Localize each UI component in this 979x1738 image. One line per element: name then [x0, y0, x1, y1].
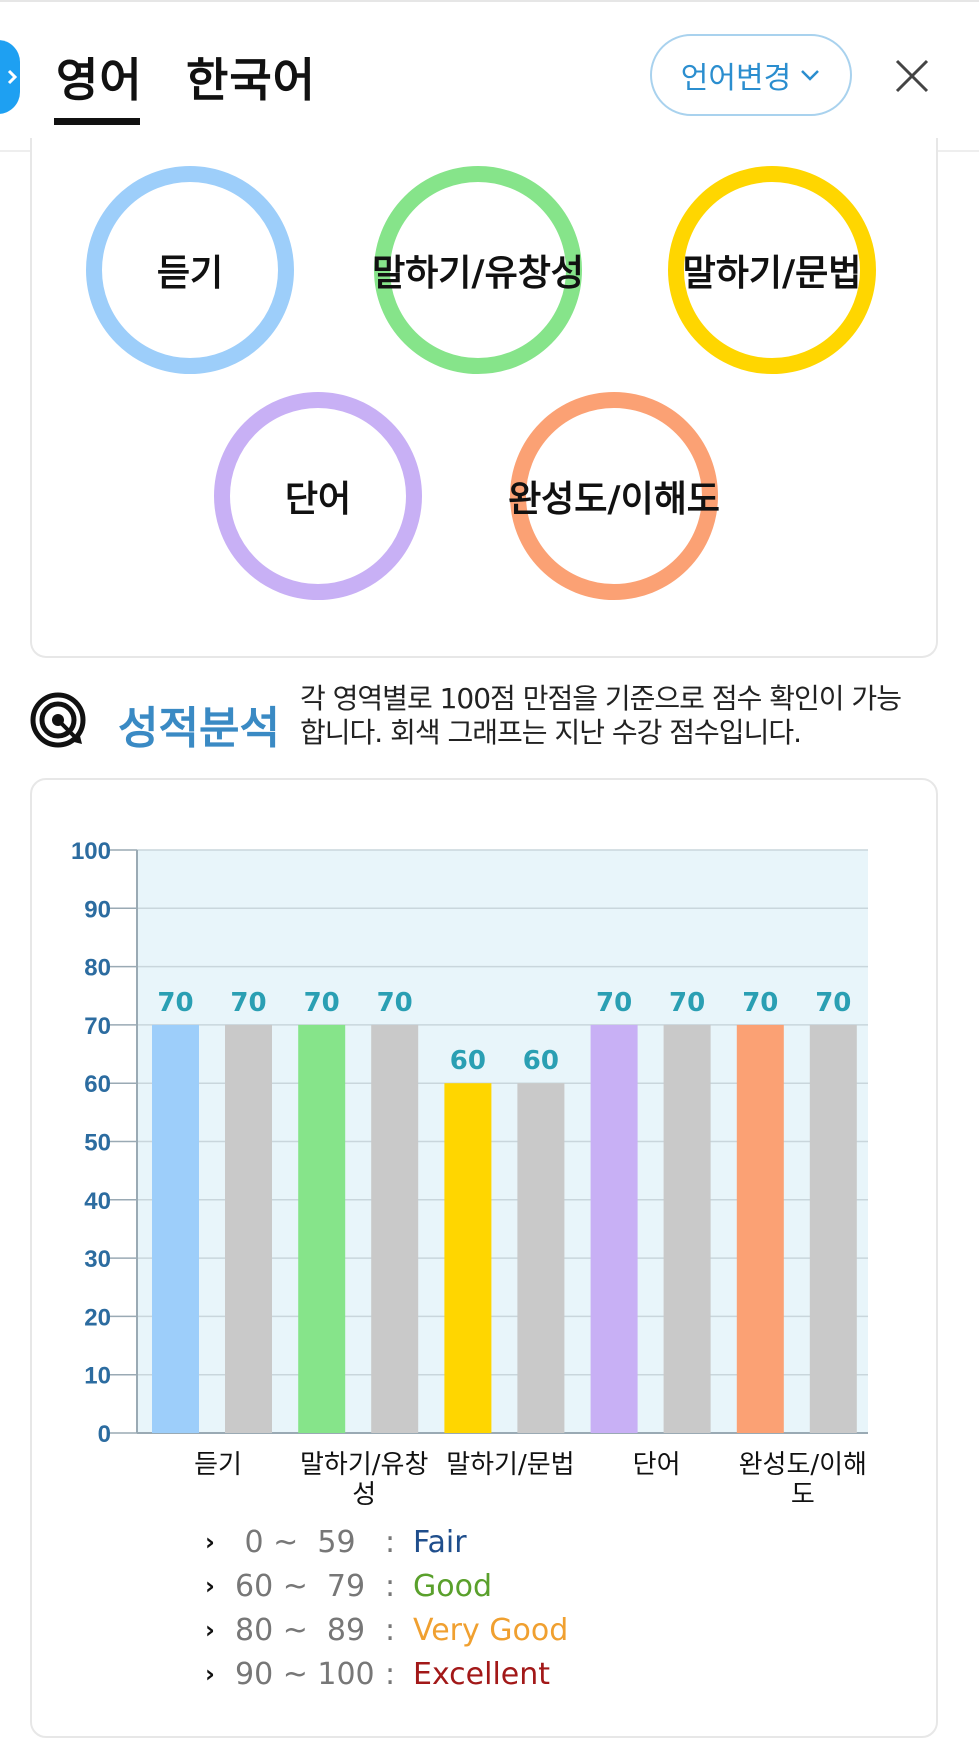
legend-range: 0 ~ 59 [235, 1524, 356, 1560]
previous-score-bar [225, 1024, 272, 1433]
x-category-label: 말하기/문법 [446, 1450, 574, 1480]
side-drawer-handle[interactable] [0, 40, 20, 114]
bar-value-label: 70 [377, 988, 413, 1018]
current-score-bar [736, 1024, 784, 1433]
bar-value-label: 70 [596, 988, 632, 1018]
section-description-line: 각 영역별로 100점 만점을 기준으로 점수 확인이 가능 [300, 682, 902, 715]
skill-ring-label: 듣기 [156, 253, 224, 294]
legend-separator: : [385, 1524, 396, 1560]
x-category-label: 도 [791, 1480, 815, 1510]
previous-score-bar [371, 1024, 419, 1433]
chevron-down-icon [801, 70, 820, 81]
legend-row: › 90 ~ 100: Excellent [205, 1652, 568, 1696]
chevron-right-icon: › [205, 1616, 215, 1644]
y-tick-label: 80 [84, 955, 111, 982]
y-tick-label: 0 [98, 1421, 111, 1448]
bar-value-label: 70 [230, 988, 266, 1018]
section-description-line: 합니다. 회색 그래프는 지난 수강 점수입니다. [300, 716, 802, 749]
grade-legend: › 0 ~ 59: Fair › 60 ~ 79: Good › 80 ~ 89: Very … [205, 1520, 568, 1696]
bar-value-label: 60 [450, 1046, 486, 1076]
legend-range: 90 ~ 100 [235, 1656, 375, 1692]
legend-grade: Good [413, 1568, 492, 1604]
y-tick-label: 100 [71, 838, 111, 865]
legend-separator: : [385, 1656, 396, 1692]
bar-value-label: 60 [523, 1046, 559, 1076]
x-category-label: 완성도/이해 [739, 1450, 867, 1480]
legend-range: 80 ~ 89 [235, 1612, 366, 1648]
bar-value-label: 70 [669, 988, 705, 1018]
legend-separator: : [385, 1612, 396, 1648]
legend-row: › 60 ~ 79: Good [205, 1564, 568, 1608]
bar-value-label: 70 [742, 988, 778, 1018]
current-score-bar [444, 1083, 492, 1433]
y-tick-label: 60 [84, 1071, 111, 1098]
chevron-icon [7, 69, 17, 85]
score-bar-chart: 0 10 20 30 40 50 60 70 80 90 100 70 70 듣기 70 70 말하기/유창성 6… [71, 838, 868, 1510]
skill-ring-label: 완성도/이해도 [508, 479, 720, 520]
legend-range: 60 ~ 79 [235, 1568, 366, 1604]
bar-value-label: 70 [815, 988, 851, 1018]
change-language-button[interactable]: 언어변경 [650, 34, 852, 116]
close-icon[interactable] [893, 57, 931, 95]
current-score-bar [298, 1024, 346, 1433]
section-description: 각 영역별로 100점 만점을 기준으로 점수 확인이 가능 합니다. 회색 그… [300, 682, 940, 750]
y-tick-label: 50 [84, 1130, 111, 1157]
skill-ring-label: 말하기/문법 [682, 253, 862, 294]
previous-score-bar [809, 1024, 857, 1433]
skill-ring-label: 말하기/유창성 [372, 253, 584, 294]
active-tab-indicator [54, 118, 140, 125]
y-tick-label: 40 [84, 1188, 111, 1215]
tab-english[interactable]: 영어 [56, 53, 143, 107]
legend-row: › 0 ~ 59: Fair [205, 1520, 568, 1564]
y-tick-label: 20 [84, 1304, 111, 1331]
chevron-right-icon: › [205, 1528, 215, 1556]
chevron-right-icon: › [205, 1660, 215, 1688]
bar-value-label: 70 [157, 988, 193, 1018]
skill-ring-label: 단어 [284, 479, 352, 520]
previous-score-bar [517, 1083, 565, 1433]
x-category-label: 듣기 [194, 1450, 242, 1480]
legend-row: › 80 ~ 89: Very Good [205, 1608, 568, 1652]
top-bar: 영어 한국어 언어변경 [0, 0, 979, 152]
legend-separator: : [385, 1568, 396, 1604]
chevron-right-icon: › [205, 1572, 215, 1600]
section-title: 성적분석 [118, 703, 280, 754]
y-tick-label: 70 [84, 1013, 111, 1040]
y-tick-label: 30 [84, 1246, 111, 1273]
x-category-label: 말하기/유창 [300, 1450, 428, 1480]
target-icon [30, 692, 86, 748]
x-category-label: 성 [352, 1480, 376, 1510]
previous-score-bar [663, 1024, 711, 1433]
legend-grade: Fair [413, 1524, 467, 1560]
tab-korean[interactable]: 한국어 [186, 53, 316, 107]
y-tick-label: 10 [84, 1363, 111, 1390]
current-score-bar [590, 1024, 638, 1433]
bar-value-label: 70 [304, 988, 340, 1018]
legend-grade: Very Good [413, 1612, 569, 1648]
change-language-label: 언어변경 [680, 61, 792, 96]
current-score-bar [152, 1024, 199, 1433]
legend-grade: Excellent [413, 1656, 551, 1692]
x-category-label: 단어 [633, 1450, 681, 1480]
y-tick-label: 90 [84, 896, 111, 923]
